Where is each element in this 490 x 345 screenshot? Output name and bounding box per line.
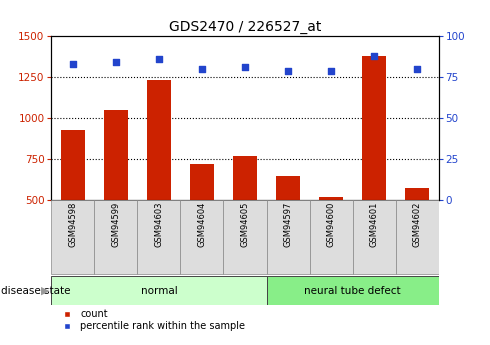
Bar [95, 200, 138, 275]
Point [327, 68, 335, 73]
Point [284, 68, 292, 73]
Text: GSM94597: GSM94597 [284, 201, 293, 247]
Bar [51, 276, 267, 305]
Text: GSM94604: GSM94604 [197, 201, 206, 247]
Bar [190, 164, 214, 282]
Text: disease state: disease state [1, 286, 71, 296]
Bar [267, 276, 439, 305]
Text: GSM94601: GSM94601 [369, 201, 379, 247]
Title: GDS2470 / 226527_at: GDS2470 / 226527_at [169, 20, 321, 34]
Bar [405, 188, 429, 282]
Point [241, 65, 249, 70]
Point [198, 66, 206, 72]
Bar [51, 200, 95, 275]
Bar [352, 200, 395, 275]
Text: ▶: ▶ [41, 286, 49, 296]
Bar [233, 156, 257, 282]
Bar [138, 200, 180, 275]
Bar [267, 200, 310, 275]
Point [112, 60, 120, 65]
Bar [395, 200, 439, 275]
Text: GSM94600: GSM94600 [326, 201, 336, 247]
Point [155, 56, 163, 62]
Text: GSM94598: GSM94598 [69, 201, 77, 247]
Bar [319, 197, 343, 282]
Text: GSM94602: GSM94602 [413, 201, 421, 247]
Bar [180, 200, 223, 275]
Bar [147, 80, 171, 282]
Bar [104, 110, 128, 282]
Legend: count, percentile rank within the sample: count, percentile rank within the sample [54, 305, 249, 335]
Text: GSM94605: GSM94605 [241, 201, 249, 247]
Point [69, 61, 77, 67]
Bar [61, 130, 85, 282]
Bar [362, 56, 386, 282]
Text: GSM94599: GSM94599 [111, 201, 121, 247]
Bar [276, 176, 300, 282]
Text: GSM94603: GSM94603 [154, 201, 164, 247]
Point [370, 53, 378, 59]
Bar [223, 200, 267, 275]
Text: neural tube defect: neural tube defect [304, 286, 401, 296]
Point [413, 66, 421, 72]
Bar [310, 200, 352, 275]
Text: normal: normal [141, 286, 177, 296]
